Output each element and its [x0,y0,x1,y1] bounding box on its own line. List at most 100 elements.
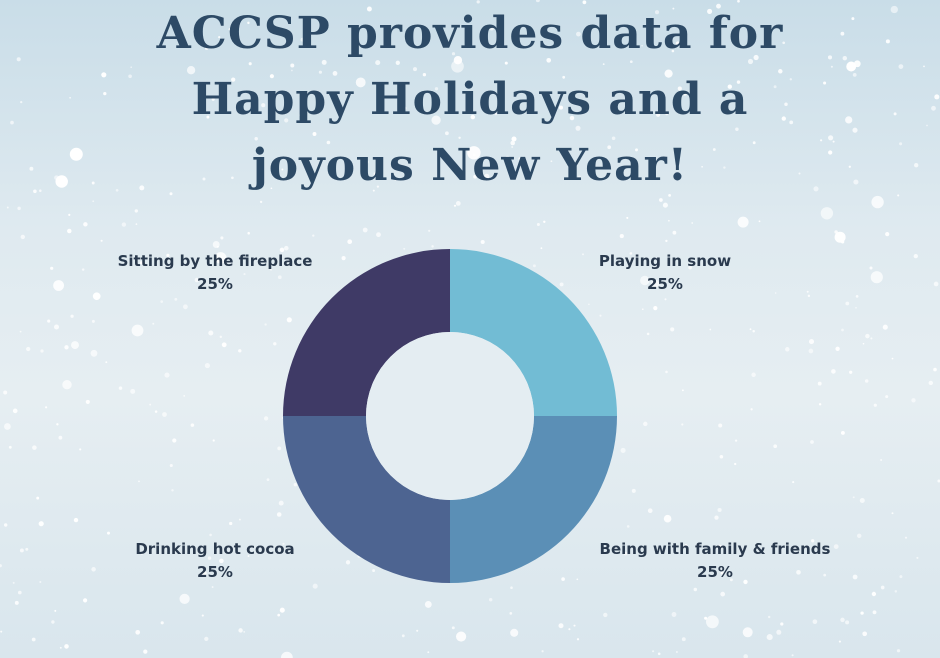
snowflake-dot [647,508,653,514]
snowflake-dot [39,189,42,192]
snowflake-dot [629,252,633,255]
slice-category-label: Being with family & friends [599,540,831,558]
snowflake-dot [631,488,636,493]
snowflake-dot [518,157,522,161]
snowflake-dot [270,268,272,271]
snowflake-dot [812,619,818,625]
snowflake-dot [933,367,937,372]
snowflake-dot [138,480,140,483]
snowflake-dot [26,346,31,352]
snowflake-dot [643,421,648,427]
snowflake-dot [201,614,204,617]
snowflake-dot [211,97,215,101]
snowflake-dot [204,363,210,369]
snowflake-dot [681,389,684,392]
snowflake-dot [510,140,515,146]
snowflake-dot [773,85,777,89]
snowflake-dot [248,62,252,66]
slice-category-label: Drinking hot cocoa [135,540,295,558]
snowflake-dot [665,370,668,374]
snowflake-dot [890,5,898,14]
snowflake-dot [823,81,827,85]
title-line-3: joyous New Year! [251,140,689,191]
snowflake-dot [865,333,870,339]
snowflake-dot [742,627,753,638]
snowflake-dot [845,620,850,625]
snowflake-dot [543,220,546,224]
snowflake-dot [855,306,857,309]
snowflake-dot [40,349,44,353]
snowflake-dot [243,631,246,633]
snowflake-dot [376,232,381,238]
snowflake-dot [277,613,281,617]
snowflake-dot [291,69,293,72]
slice-value-label: 25% [197,275,233,293]
snowflake-dot [807,294,811,298]
snowflake-dot [536,222,540,227]
snowflake-dot [714,515,719,520]
snowflake-dot [218,35,221,39]
snowflake-dot [16,57,21,62]
snowflake-dot [68,213,71,216]
snowflake-dot [588,303,590,306]
snowflake-dot [743,579,748,585]
snowflake-dot [623,551,628,556]
snowflake-dot [752,141,756,145]
snowflake-dot [247,21,250,25]
snowflake-dot [652,650,655,653]
snowflake-dot [841,328,844,332]
slice-label-hot-cocoa: Drinking hot cocoa 25% [110,538,320,584]
snowflake-dot [734,439,738,442]
snowflake-dot [845,301,850,306]
snowflake-dot [139,185,145,191]
snowflake-dot [162,412,167,417]
snowflake-dot [668,219,670,222]
snowflake-dot [140,552,143,555]
slice-value-label: 25% [197,563,233,581]
snowflake-dot [263,416,269,421]
snowflake-dot [911,398,916,403]
snowflake-dot [332,71,338,76]
snowflake-dot [720,571,724,575]
snowflake-dot [220,236,224,240]
snowflake-dot [885,395,889,399]
snowflake-dot [820,139,823,142]
snowflake-dot [620,447,626,453]
snowflake-dot [494,112,498,116]
snowflake-dot [326,140,331,145]
snowflake-dot [716,3,721,9]
snowflake-dot [727,84,732,89]
snowflake-dot [375,60,381,66]
snowflake-dot [130,388,136,394]
donut-slice-drinking-hot-cocoa [283,416,450,583]
snowflake-dot [894,590,898,593]
snowflake-dot [214,252,227,264]
snowflake-dot [859,497,865,504]
snowflake-dot [211,586,214,588]
snowflake-dot [154,410,158,413]
snowflake-dot [558,105,564,110]
snowflake-dot [424,600,432,608]
snowflake-dot [716,544,723,550]
snowflake-dot [898,64,904,69]
snowflake-dot [840,430,845,435]
snowflake-dot [735,127,739,132]
snowflake-dot [791,654,794,657]
snowflake-dot [604,36,607,39]
snowflake-dot [47,319,51,323]
snowflake-dot [682,90,688,96]
snowflake-dot [934,94,940,100]
snowflake-dot [20,100,23,104]
snowflake-dot [576,638,580,641]
snowflake-dot [511,136,517,142]
snowflake-dot [880,585,885,590]
snowflake-dot [428,229,431,232]
snowflake-dot [937,479,940,483]
snowflake-dot [671,612,677,617]
snowflake-dot [899,142,903,146]
snowflake-dot [445,131,449,136]
snowflake-dot [747,58,754,65]
snowflake-dot [45,406,48,409]
snowflake-dot [509,612,513,615]
snowflake-dot [933,281,939,287]
